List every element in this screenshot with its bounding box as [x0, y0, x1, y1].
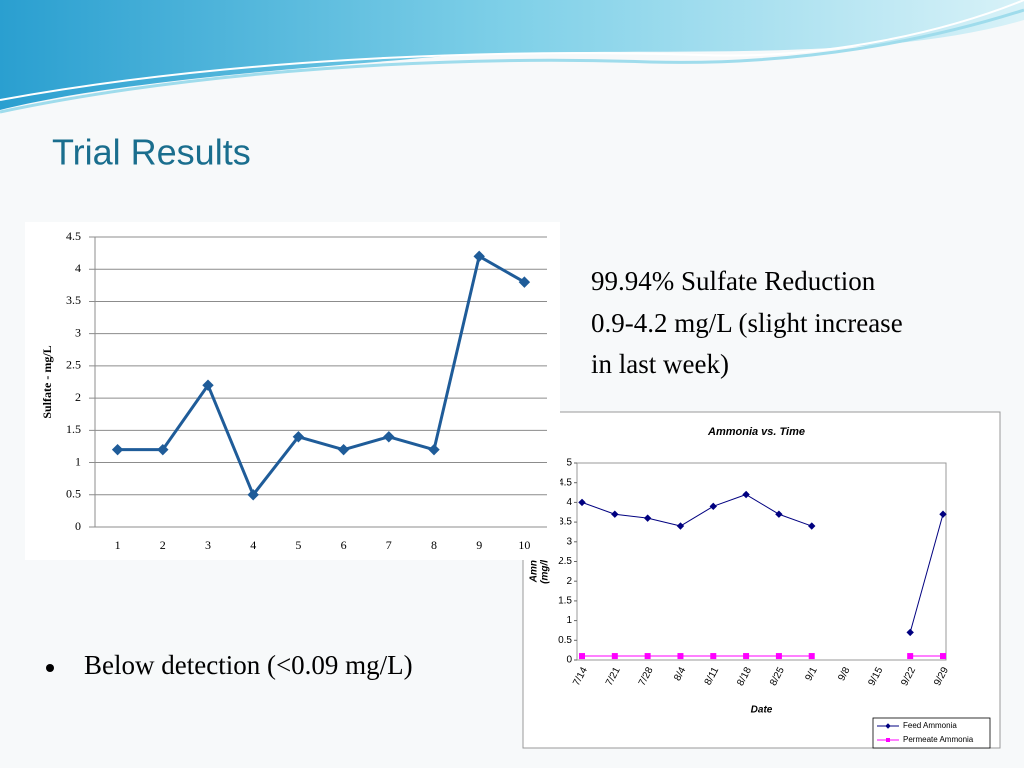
y-tick-label: 1 — [75, 454, 81, 468]
marker — [886, 738, 890, 742]
y-tick-label: 1 — [566, 615, 572, 626]
marker — [677, 653, 684, 660]
marker — [676, 522, 685, 530]
marker — [743, 653, 750, 660]
x-tick-label: 3 — [205, 538, 211, 552]
marker — [885, 723, 891, 729]
marker — [292, 431, 305, 443]
y-tick-label: 3.5 — [66, 293, 81, 307]
y-tick-label: 2 — [566, 576, 572, 587]
marker — [775, 510, 783, 518]
y-tick-label: 5 — [566, 458, 572, 469]
y-tick-label: 3.5 — [558, 517, 572, 528]
marker — [643, 514, 652, 522]
marker — [808, 522, 816, 530]
chart-frame — [522, 411, 1001, 749]
x-tick-label: 5 — [295, 538, 301, 552]
text-line: in last week) — [591, 349, 729, 379]
chart-frame — [25, 222, 560, 560]
y-tick-label: 2.5 — [558, 556, 572, 567]
marker — [940, 653, 946, 660]
x-tick-label: 6 — [341, 538, 347, 552]
x-tick-label: 7 — [386, 538, 392, 552]
marker — [578, 498, 586, 507]
marker — [709, 502, 717, 511]
slide-title: Trial Results — [52, 132, 251, 173]
y-tick-label: 0 — [75, 519, 81, 533]
legend-label: Feed Ammonia — [903, 721, 957, 730]
y-tick-label: 1.5 — [558, 596, 572, 607]
text-line: 0.9-4.2 mg/L (slight increase — [591, 308, 903, 338]
marker — [907, 653, 914, 660]
x-tick-label: 8 — [431, 538, 437, 552]
y-tick-label: 2 — [75, 390, 81, 404]
y-tick-label: 4.5 — [558, 477, 572, 488]
header-line — [0, 0, 1024, 101]
y-tick-label: 3 — [75, 325, 81, 339]
marker — [337, 443, 350, 456]
ammonia-chart: 00.511.522.533.544.557/14 7/21 7/28 8/4 8/11… — [522, 411, 1001, 749]
marker — [644, 653, 651, 660]
sulfate-chart: 0 0.5 1 1.5 2 2.5 3 3.5 4 4.5 1 2 3 4 5 6 7 8 9 10 Sulfate -… — [25, 222, 560, 560]
y-tick-label: 3 — [566, 536, 572, 547]
y-tick-label: 4.5 — [66, 229, 81, 243]
header-wave — [0, 0, 1024, 110]
header-line — [0, 8, 1024, 114]
marker — [518, 276, 531, 288]
y-tick-label: 0.5 — [558, 635, 572, 646]
bullet-dot — [46, 664, 54, 672]
legend-box — [872, 717, 991, 749]
marker — [808, 653, 815, 660]
marker — [202, 379, 214, 391]
bullet-text: Below detection (<0.09 mg/L) — [84, 650, 413, 680]
y-tick-label: 4 — [566, 497, 572, 508]
y-tick-label: 0.5 — [66, 487, 81, 501]
marker — [473, 250, 485, 263]
marker — [383, 431, 395, 443]
marker — [579, 653, 585, 660]
text-line: 99.94% Sulfate Reduction — [591, 266, 876, 296]
marker — [906, 628, 914, 637]
y-tick-label: 1.5 — [66, 422, 81, 436]
x-tick-label: 1 — [115, 538, 121, 552]
marker — [710, 653, 717, 660]
marker — [611, 653, 618, 660]
marker — [775, 653, 782, 660]
legend-label: Permeate Ammonia — [903, 735, 974, 744]
x-axis-label: Date — [751, 705, 773, 716]
y-tick-label: 2.5 — [66, 358, 81, 372]
marker — [611, 510, 619, 518]
marker — [247, 489, 259, 501]
marker — [939, 510, 947, 518]
x-tick-label: 2 — [160, 538, 166, 552]
y-tick-label: 4 — [75, 261, 81, 275]
x-tick-label: 9 — [476, 538, 482, 552]
series-line — [581, 494, 812, 527]
y-axis-label: Amn — [529, 560, 540, 583]
x-tick-label: 10 — [518, 538, 530, 552]
marker — [428, 443, 440, 456]
x-tick-label: 4 — [250, 538, 256, 552]
series-line — [117, 254, 526, 497]
y-axis-label: Sulfate - mg/L — [40, 345, 54, 418]
marker — [157, 443, 169, 456]
y-tick-label: 0 — [566, 655, 572, 666]
chart-title: Ammonia vs. Time — [707, 426, 805, 438]
series-line — [909, 514, 944, 633]
marker — [742, 490, 750, 499]
y-axis-label: (mg/l — [540, 560, 551, 584]
marker — [111, 443, 124, 456]
